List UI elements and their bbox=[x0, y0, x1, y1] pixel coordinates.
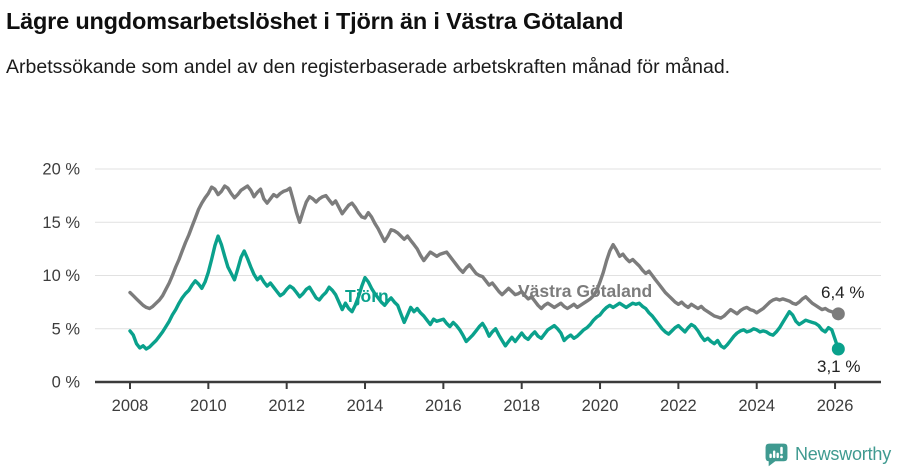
y-tick-label: 10 % bbox=[42, 267, 80, 285]
x-tick-label: 2026 bbox=[817, 397, 854, 415]
chart-header: Lägre ungdomsarbetslöshet i Tjörn än i V… bbox=[6, 4, 886, 83]
end-value-label-tj-rn: 3,1 % bbox=[817, 357, 860, 376]
newsworthy-logo-text: Newsworthy bbox=[794, 444, 891, 464]
series-end-dot-tj-rn bbox=[831, 342, 845, 356]
end-value-label-v-stra-g-taland: 6,4 % bbox=[821, 283, 864, 302]
chart-subtitle: Arbetssökande som andel av den registerb… bbox=[6, 56, 731, 78]
line-chart: 0 % 5 % 10 % 15 % 20 % 2008 2010 2012 2014 2016 20… bbox=[42, 161, 881, 415]
y-tick-label: 5 % bbox=[52, 320, 81, 338]
x-tick-label: 2010 bbox=[190, 397, 227, 415]
x-tick-label: 2014 bbox=[347, 397, 384, 415]
x-tick-label: 2022 bbox=[660, 397, 697, 415]
x-tick-label: 2020 bbox=[582, 397, 619, 415]
x-tick-label: 2024 bbox=[738, 397, 775, 415]
series-line-tj-rn bbox=[128, 234, 840, 351]
series-line-v-stra-g-taland bbox=[128, 184, 840, 320]
newsworthy-logo-icon bbox=[765, 443, 788, 467]
y-tick-label: 0 % bbox=[52, 374, 81, 392]
x-tick-label: 2018 bbox=[503, 397, 540, 415]
series-label-v-stra-g-taland: Västra Götaland bbox=[518, 281, 652, 301]
x-tick-label: 2012 bbox=[268, 397, 305, 415]
y-tick-label: 20 % bbox=[42, 161, 80, 179]
series-label-tj-rn: Tjörn bbox=[345, 286, 389, 306]
x-tick-label: 2008 bbox=[112, 397, 149, 415]
series-end-dot-v-stra-g-taland bbox=[831, 307, 845, 321]
y-tick-label: 15 % bbox=[42, 214, 80, 232]
x-tick-label: 2016 bbox=[425, 397, 462, 415]
newsworthy-logo: Newsworthy bbox=[764, 442, 891, 467]
page-title: Lägre ungdomsarbetslöshet i Tjörn än i V… bbox=[6, 8, 624, 34]
